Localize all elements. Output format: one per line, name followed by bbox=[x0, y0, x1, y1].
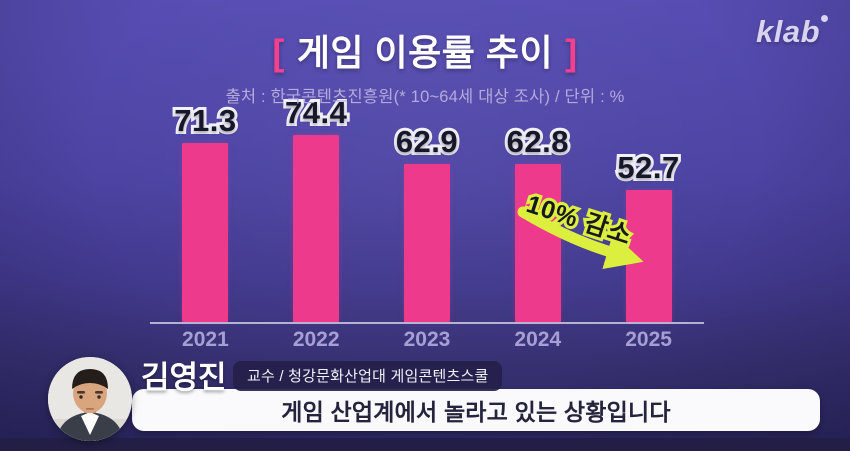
logo-dot-icon bbox=[821, 15, 828, 22]
speaker-portrait-icon bbox=[48, 357, 132, 441]
x-tick-label-2021: 2021 bbox=[182, 328, 229, 351]
bar-2023 bbox=[403, 164, 450, 322]
chart-header: [ 게임 이용률 추이] 출처 : 한국콘텐츠진흥원(* 10~64세 대상 조사… bbox=[0, 24, 850, 107]
speaker-name: 김영진 bbox=[141, 360, 227, 395]
x-tick-label-2025: 2025 bbox=[625, 328, 672, 351]
bar-value-label-2024: 62.8 bbox=[504, 123, 572, 160]
bar-2024 bbox=[514, 164, 561, 322]
x-tick-label-2022: 2022 bbox=[292, 328, 340, 351]
x-tick-label-2023: 2023 bbox=[403, 328, 451, 351]
caption-text: 게임 산업계에서 놀라고 있는 상황입니다 bbox=[281, 399, 671, 425]
x-tick-label-2024: 2024 bbox=[514, 328, 562, 351]
klab-logo-text: klab bbox=[755, 14, 820, 49]
x-labels-row: 2021 2022 2023 2024 2025 bbox=[150, 328, 704, 352]
page-title: [ 게임 이용률 추이] bbox=[0, 24, 850, 76]
bar-value-label-2025: 52.7 bbox=[614, 149, 682, 186]
title-text: 게임 이용률 추이 bbox=[296, 32, 554, 73]
speaker-avatar bbox=[48, 357, 132, 441]
klab-logo: klab bbox=[756, 14, 828, 50]
bar-group-2021: 71.3 bbox=[150, 102, 261, 322]
bars-row: 71.3 74.4 62.9 62.8 52.7 bbox=[150, 86, 704, 322]
speaker-title-badge: 교수 / 청강문화산업대 게임콘텐츠스쿨 bbox=[233, 361, 503, 391]
bar-value-label-2021: 71.3 bbox=[171, 102, 239, 139]
x-axis-line bbox=[150, 322, 704, 324]
bar-group-2024: 62.8 bbox=[482, 123, 593, 322]
bar-value-label-2022: 74.4 bbox=[282, 94, 350, 131]
bar-2022 bbox=[293, 135, 340, 322]
bar-2021 bbox=[182, 143, 229, 322]
bar-group-2023: 62.9 bbox=[372, 123, 483, 322]
title-bracket-left: [ bbox=[272, 32, 285, 73]
source-note: 출처 : 한국콘텐츠진흥원(* 10~64세 대상 조사) / 단위 : % bbox=[225, 88, 625, 106]
title-bracket-right: ] bbox=[565, 32, 578, 73]
decrease-arrow-icon bbox=[517, 206, 644, 270]
caption-bar: 게임 산업계에서 놀라고 있는 상황입니다 bbox=[132, 389, 820, 431]
bar-value-label-2023: 62.9 bbox=[393, 123, 461, 160]
bar-group-2022: 74.4 bbox=[261, 94, 372, 322]
bottom-strip bbox=[0, 438, 850, 451]
